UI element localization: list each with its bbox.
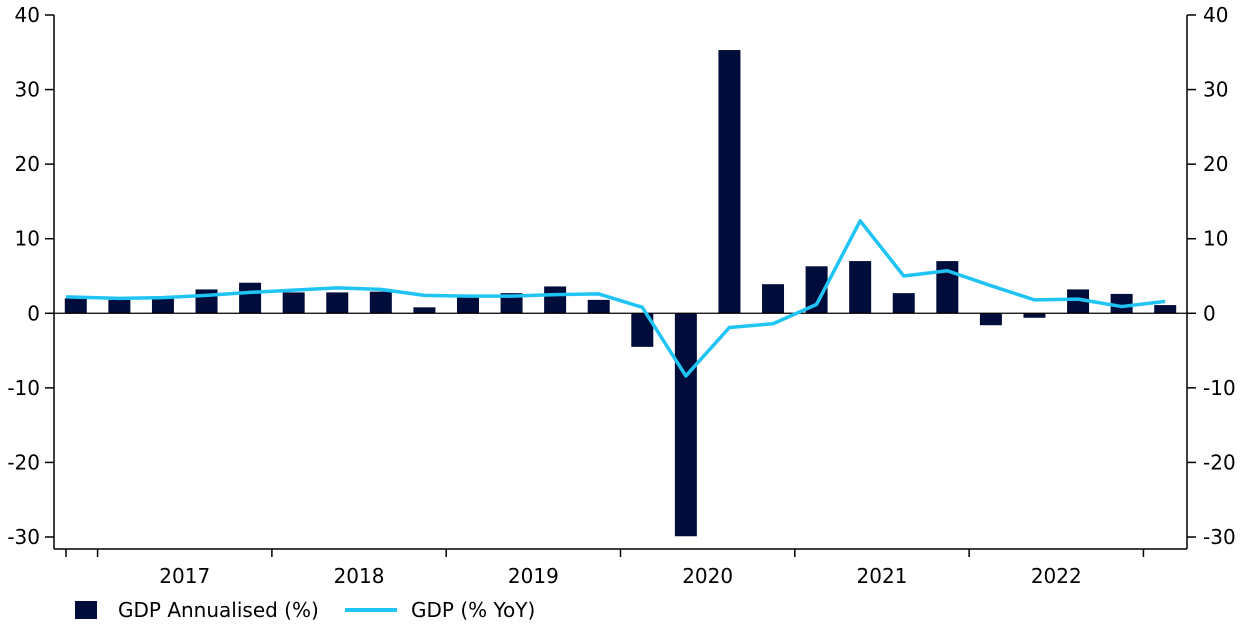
left-y-tick-label: 30 (15, 78, 40, 102)
bar-2020Q3 (718, 50, 741, 314)
x-year-label: 2022 (1031, 564, 1082, 588)
bar-2018Q3 (369, 291, 392, 314)
right-y-tick-label: 40 (1203, 3, 1228, 27)
bar-2023Q1 (1154, 305, 1177, 314)
bar-2017Q2 (151, 296, 174, 314)
bar-2017Q1 (108, 299, 131, 314)
left-y-tick-label: 40 (15, 3, 40, 27)
x-year-label: 2019 (508, 564, 559, 588)
legend-label-gdp-annualised: GDP Annualised (%) (118, 598, 319, 622)
right-y-tick-label: 20 (1203, 152, 1228, 176)
left-y-tick-label: -10 (7, 376, 40, 400)
bar-2018Q4 (413, 307, 436, 314)
bar-2019Q4 (587, 299, 610, 314)
left-y-tick-label: 20 (15, 152, 40, 176)
bar-2017Q3 (195, 289, 218, 314)
axes (45, 14, 1196, 557)
left-y-tick-label: 10 (15, 227, 40, 251)
bar-2020Q1 (631, 313, 654, 347)
x-year-label: 2020 (682, 564, 733, 588)
bar-2018Q2 (326, 292, 349, 314)
left-y-tick-label: -30 (7, 525, 40, 549)
legend: GDP Annualised (%) GDP (% YoY) (75, 598, 535, 622)
bar-2019Q3 (544, 286, 567, 314)
bar-2018Q1 (282, 292, 305, 314)
right-y-tick-label: -30 (1203, 525, 1236, 549)
bar-2021Q2 (849, 261, 872, 314)
bar-2019Q2 (500, 293, 523, 314)
right-y-tick-label: 30 (1203, 78, 1228, 102)
bar-2022Q1 (979, 313, 1002, 326)
right-y-tick-label: 10 (1203, 227, 1228, 251)
bar-2020Q2 (674, 313, 697, 537)
bar-2019Q1 (456, 296, 479, 314)
left-y-tick-label: 0 (27, 301, 40, 325)
line-gdp-yoy (65, 219, 1166, 378)
legend-swatch-gdp-annualised (75, 601, 97, 619)
right-y-tick-label: -10 (1203, 376, 1236, 400)
left-y-tick-label: -20 (7, 450, 40, 474)
bar-2022Q3 (1067, 289, 1090, 314)
bar-2021Q1 (805, 266, 828, 314)
bar-2021Q3 (892, 293, 915, 314)
bar-2022Q4 (1110, 293, 1133, 314)
x-year-label: 2021 (857, 564, 908, 588)
axis-labels: 40 30 20 10 0 -10 -20 -30 40 30 20 10 0 -10 -20 -30 2017… (7, 3, 1235, 588)
legend-label-gdp-yoy: GDP (% YoY) (411, 598, 535, 622)
bar-2020Q4 (762, 284, 785, 314)
line-series-gdp-yoy (65, 219, 1166, 378)
x-year-label: 2017 (159, 564, 210, 588)
right-y-tick-label: -20 (1203, 450, 1236, 474)
bar-2016Q4 (64, 298, 87, 314)
bar-2017Q4 (239, 282, 262, 314)
x-year-label: 2018 (334, 564, 385, 588)
bar-2022Q2 (1023, 313, 1046, 318)
bar-2021Q4 (936, 261, 959, 314)
right-y-tick-label: 0 (1203, 301, 1216, 325)
